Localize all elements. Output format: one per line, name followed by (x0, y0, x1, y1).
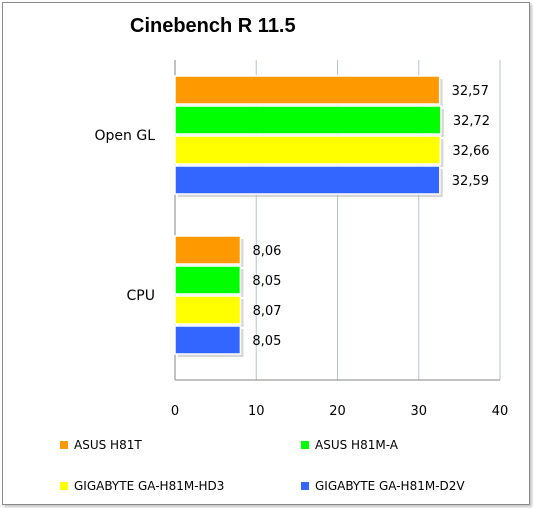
x-tick-label: 10 (248, 404, 265, 419)
data-label: 8,07 (253, 304, 282, 319)
data-label: 32,72 (453, 114, 490, 129)
legend-item: ASUS H81T (60, 438, 142, 452)
bar (174, 165, 441, 195)
x-tick-label: 30 (410, 404, 427, 419)
legend-label: GIGABYTE GA-H81M-D2V (315, 479, 465, 493)
data-label: 8,05 (252, 274, 281, 289)
x-tick-label: 0 (171, 404, 179, 419)
legend-label: GIGABYTE GA-H81M-HD3 (74, 479, 225, 493)
legend-swatch (60, 482, 68, 490)
data-label: 8,05 (252, 334, 281, 349)
bar (174, 325, 242, 355)
legend-item: ASUS H81M-A (301, 438, 398, 452)
x-tick-label: 20 (329, 404, 346, 419)
bar (174, 265, 242, 295)
data-label: 8,06 (252, 244, 281, 259)
category-label: Open GL (95, 128, 156, 144)
legend-swatch (301, 482, 309, 490)
legend-item: GIGABYTE GA-H81M-D2V (301, 479, 465, 493)
bar (174, 235, 242, 265)
legend-label: ASUS H81M-A (315, 438, 398, 452)
bar (174, 295, 242, 325)
bar (174, 135, 442, 165)
chart-title: Cinebench R 11.5 (130, 15, 296, 37)
bar (174, 105, 442, 135)
legend-swatch (60, 441, 68, 449)
data-label: 32,57 (452, 84, 489, 99)
legend-item: GIGABYTE GA-H81M-HD3 (60, 479, 224, 493)
data-label: 32,59 (452, 174, 489, 189)
legend-swatch (301, 441, 309, 449)
data-label: 32,66 (452, 144, 489, 159)
bar (174, 75, 441, 105)
category-label: CPU (127, 288, 155, 304)
x-tick-label: 40 (492, 404, 509, 419)
legend-label: ASUS H81T (74, 438, 142, 452)
